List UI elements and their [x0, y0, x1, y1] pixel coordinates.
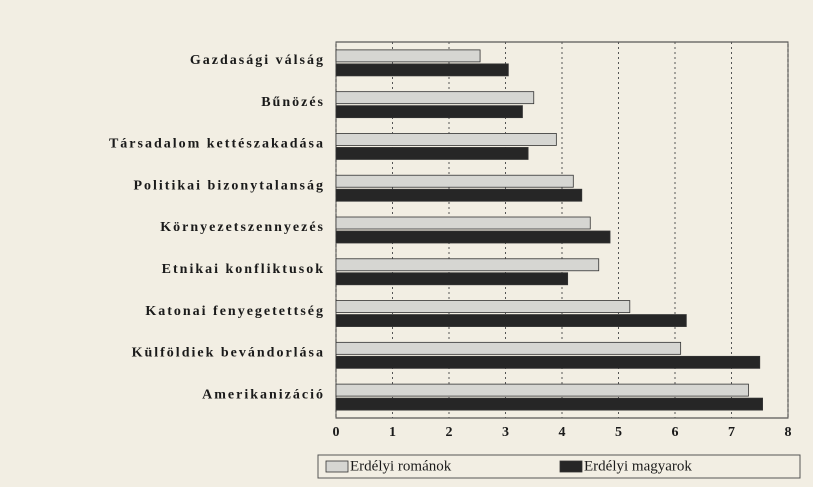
bar	[335, 341, 682, 355]
x-tick-label: 8	[785, 425, 792, 440]
y-tick-label: Környezetszennyezés	[160, 220, 325, 235]
bar	[335, 230, 611, 244]
x-tick-label: 6	[672, 425, 679, 440]
bar	[335, 272, 569, 286]
bar	[335, 355, 761, 369]
y-tick-label: Amerikanizáció	[202, 387, 325, 402]
legend-swatch	[325, 460, 349, 473]
x-tick-label: 5	[615, 425, 622, 440]
legend-swatch	[559, 460, 583, 473]
x-tick-label: 7	[728, 425, 735, 440]
legend-label: Erdélyi magyarok	[584, 458, 692, 474]
bar	[335, 314, 687, 327]
x-tick-label: 4	[559, 425, 566, 440]
bar	[335, 216, 591, 230]
bar	[335, 174, 574, 188]
y-tick-label: Bűnözés	[261, 95, 325, 110]
legend-label: Erdélyi románok	[350, 458, 452, 474]
x-tick-label: 1	[389, 425, 396, 440]
y-tick-label: Társadalom kettészakadása	[109, 137, 325, 152]
bar	[335, 133, 557, 146]
y-tick-label: Etnikai konfliktusok	[162, 262, 325, 277]
bar	[335, 188, 583, 202]
x-tick-label: 0	[333, 425, 340, 440]
y-tick-label: Katonai fenyegetettség	[145, 304, 325, 319]
bar	[335, 300, 631, 313]
y-tick-label: Külföldiek bevándorlása	[132, 346, 325, 361]
bar	[335, 397, 763, 411]
bar	[335, 105, 523, 119]
bar	[335, 91, 535, 105]
y-tick-label: Gazdasági válság	[190, 53, 325, 68]
legend-frame	[317, 454, 801, 479]
plot: 0 1 2 3 4 5 6 7 8 Gazdasági válság Bűnözés Társadal…	[109, 42, 792, 474]
bar	[335, 258, 600, 272]
bar	[335, 383, 749, 397]
x-tick-label: 2	[446, 425, 453, 440]
bar	[335, 49, 481, 63]
bar	[335, 63, 509, 77]
x-tick-label: 3	[502, 425, 509, 440]
y-tick-label: Politikai bizonytalanság	[133, 178, 325, 193]
bar	[335, 147, 529, 160]
